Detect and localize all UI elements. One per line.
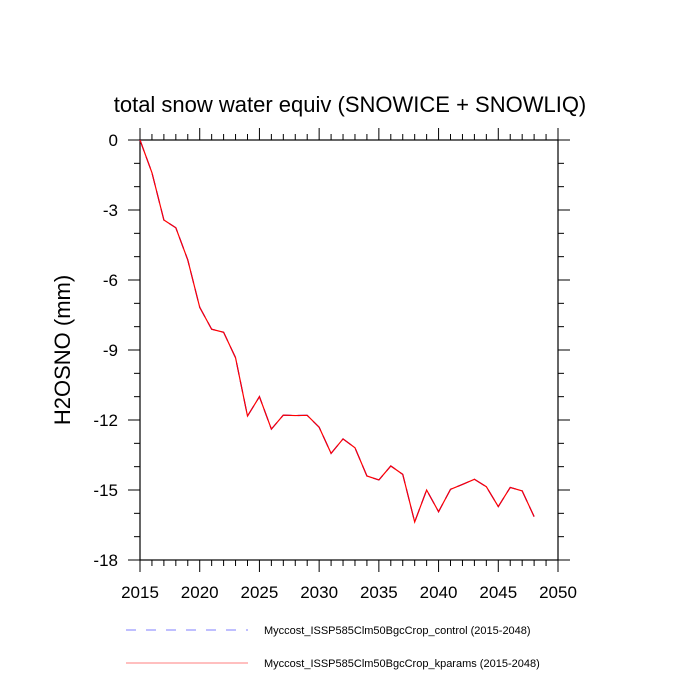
x-tick-label: 2025 [241,583,279,602]
y-axis-label: H2OSNO (mm) [50,275,75,425]
y-tick-label: -6 [103,271,118,290]
legend-label: Myccost_ISSP585Clm50BgcCrop_control (201… [264,625,531,637]
legend: Myccost_ISSP585Clm50BgcCrop_control (201… [126,625,540,670]
axes: 2015 2020 2025 2030 2035 2040 2045 2050 0 -3 -6 -9 -… [93,128,577,602]
series-line [139,139,535,524]
y-tick-label: 0 [109,131,118,150]
plot-lines [139,139,535,524]
x-tick-label: 2045 [479,583,517,602]
x-tick-label: 2050 [539,583,577,602]
x-tick-label: 2040 [420,583,458,602]
y-tick-label: -3 [103,201,118,220]
x-tick-label: 2020 [181,583,219,602]
plot-frame [139,139,559,561]
x-tick-label: 2035 [360,583,398,602]
y-tick-label: -9 [103,341,118,360]
x-tick-label: 2030 [300,583,338,602]
series-line [139,139,535,524]
chart-title: total snow water equiv (SNOWICE + SNOWLI… [114,92,587,117]
y-tick-label: -12 [93,411,118,430]
y-tick-label: -15 [93,481,118,500]
y-tick-label: -18 [93,551,118,570]
legend-label: Myccost_ISSP585Clm50BgcCrop_kparams (201… [264,658,540,670]
x-tick-label: 2015 [121,583,159,602]
